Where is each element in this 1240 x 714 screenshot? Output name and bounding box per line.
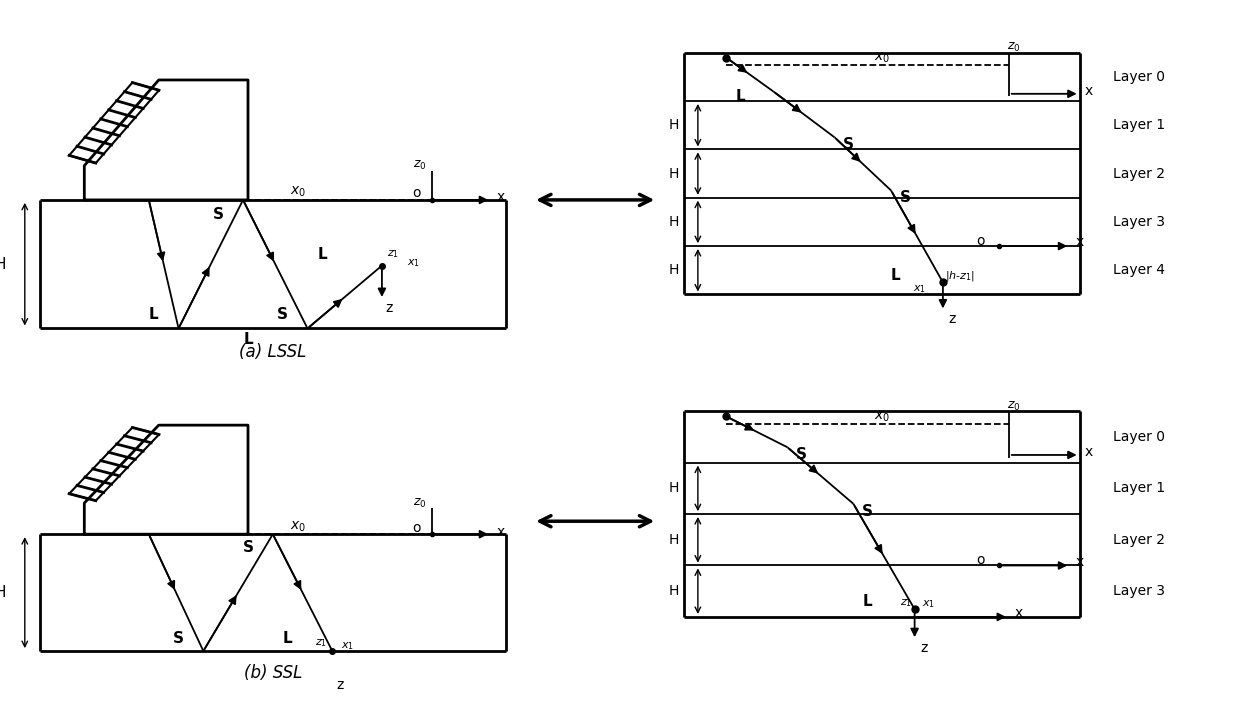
Text: z: z — [386, 301, 393, 316]
Text: Layer 2: Layer 2 — [1112, 166, 1164, 181]
Text: H: H — [0, 585, 6, 600]
Text: S: S — [796, 448, 807, 463]
Text: L: L — [863, 594, 872, 609]
Text: L: L — [735, 89, 745, 104]
Text: Layer 0: Layer 0 — [1112, 70, 1164, 84]
Text: x: x — [497, 190, 505, 204]
Text: Layer 3: Layer 3 — [1112, 215, 1164, 229]
Text: (b) SSL: (b) SSL — [243, 664, 303, 683]
Text: $|h\text{-}z_1|$: $|h\text{-}z_1|$ — [945, 269, 976, 283]
Text: o: o — [976, 234, 985, 248]
Text: $x_1$: $x_1$ — [923, 598, 935, 610]
Text: L: L — [149, 306, 159, 322]
Text: Layer 1: Layer 1 — [1112, 119, 1164, 132]
Text: S: S — [213, 206, 223, 222]
Text: z: z — [920, 640, 928, 655]
Text: o: o — [976, 553, 985, 568]
Text: Layer 0: Layer 0 — [1112, 430, 1164, 444]
Text: $x_1$: $x_1$ — [341, 640, 353, 652]
Text: S: S — [243, 540, 253, 555]
Text: z: z — [336, 678, 343, 692]
Text: H: H — [670, 119, 680, 132]
Text: o: o — [413, 186, 420, 200]
Text: $z_0$: $z_0$ — [1007, 400, 1021, 413]
Text: x: x — [1085, 84, 1094, 99]
Text: $z_0$: $z_0$ — [413, 159, 427, 172]
Text: $z_0$: $z_0$ — [1007, 41, 1021, 54]
Text: z: z — [949, 311, 956, 326]
Text: $x_1$: $x_1$ — [407, 257, 420, 268]
Text: x: x — [1075, 555, 1084, 568]
Text: H: H — [670, 263, 680, 277]
Text: L: L — [283, 630, 293, 645]
Text: Layer 3: Layer 3 — [1112, 584, 1164, 598]
Text: $z_1$: $z_1$ — [387, 248, 399, 260]
Text: L: L — [317, 246, 327, 262]
Text: H: H — [670, 166, 680, 181]
Text: x: x — [1075, 236, 1084, 249]
Text: x: x — [497, 525, 505, 538]
Text: S: S — [278, 306, 288, 322]
Text: $x_0$: $x_0$ — [290, 519, 305, 533]
Text: H: H — [670, 481, 680, 496]
Text: $x_0$: $x_0$ — [874, 409, 889, 423]
Text: H: H — [670, 533, 680, 547]
Text: $x_0$: $x_0$ — [874, 51, 889, 65]
Text: H: H — [670, 584, 680, 598]
Text: L: L — [892, 268, 900, 283]
Text: x: x — [1014, 606, 1023, 620]
Text: S: S — [862, 504, 873, 519]
Text: H: H — [670, 215, 680, 229]
Text: S: S — [174, 630, 184, 645]
Text: $z_0$: $z_0$ — [413, 496, 427, 510]
Text: S: S — [900, 190, 910, 205]
Text: $z_1$: $z_1$ — [900, 597, 913, 608]
Text: (a) LSSL: (a) LSSL — [239, 343, 306, 361]
Text: L: L — [243, 332, 253, 348]
Text: Layer 2: Layer 2 — [1112, 533, 1164, 547]
Text: Layer 4: Layer 4 — [1112, 263, 1164, 277]
Text: $z_1$: $z_1$ — [315, 638, 327, 649]
Text: H: H — [0, 256, 6, 272]
Text: x: x — [1085, 446, 1094, 459]
Text: o: o — [413, 521, 420, 535]
Text: S: S — [843, 137, 854, 152]
Text: Layer 1: Layer 1 — [1112, 481, 1164, 496]
Text: $x_1$: $x_1$ — [913, 283, 926, 296]
Text: $x_0$: $x_0$ — [290, 184, 305, 198]
